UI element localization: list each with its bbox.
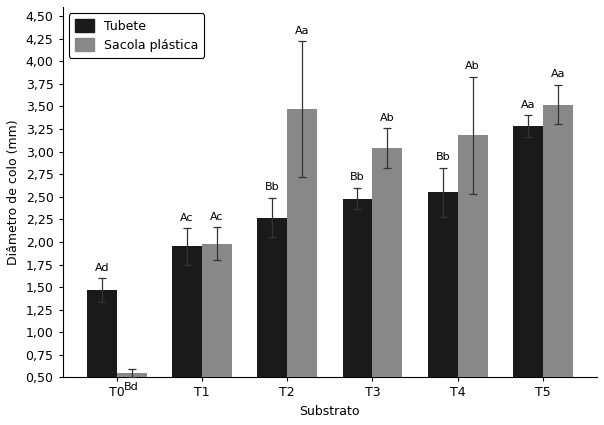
Text: Bb: Bb bbox=[350, 172, 365, 182]
Text: Bb: Bb bbox=[435, 153, 450, 162]
Text: Ab: Ab bbox=[380, 113, 394, 123]
Bar bbox=[202, 244, 232, 377]
Text: Aa: Aa bbox=[295, 26, 309, 36]
Bar bbox=[458, 135, 487, 377]
Bar bbox=[543, 105, 573, 377]
Text: Aa: Aa bbox=[521, 100, 535, 110]
Legend: Tubete, Sacola plástica: Tubete, Sacola plástica bbox=[69, 13, 204, 58]
Text: Ac: Ac bbox=[210, 212, 223, 222]
Text: Ad: Ad bbox=[94, 263, 109, 273]
Text: Ab: Ab bbox=[465, 61, 480, 71]
Text: Ac: Ac bbox=[180, 213, 194, 223]
Bar bbox=[287, 109, 317, 377]
Bar bbox=[342, 198, 373, 377]
Bar bbox=[513, 126, 543, 377]
Bar bbox=[172, 246, 202, 377]
X-axis label: Substrato: Substrato bbox=[300, 405, 360, 418]
Bar bbox=[87, 290, 117, 377]
Bar bbox=[373, 148, 402, 377]
Bar bbox=[257, 218, 287, 377]
Y-axis label: Diâmetro de colo (mm): Diâmetro de colo (mm) bbox=[7, 119, 20, 265]
Text: Bd: Bd bbox=[124, 382, 139, 392]
Bar bbox=[428, 192, 458, 377]
Text: Aa: Aa bbox=[551, 69, 565, 79]
Bar bbox=[117, 373, 147, 377]
Text: Bb: Bb bbox=[265, 182, 280, 192]
